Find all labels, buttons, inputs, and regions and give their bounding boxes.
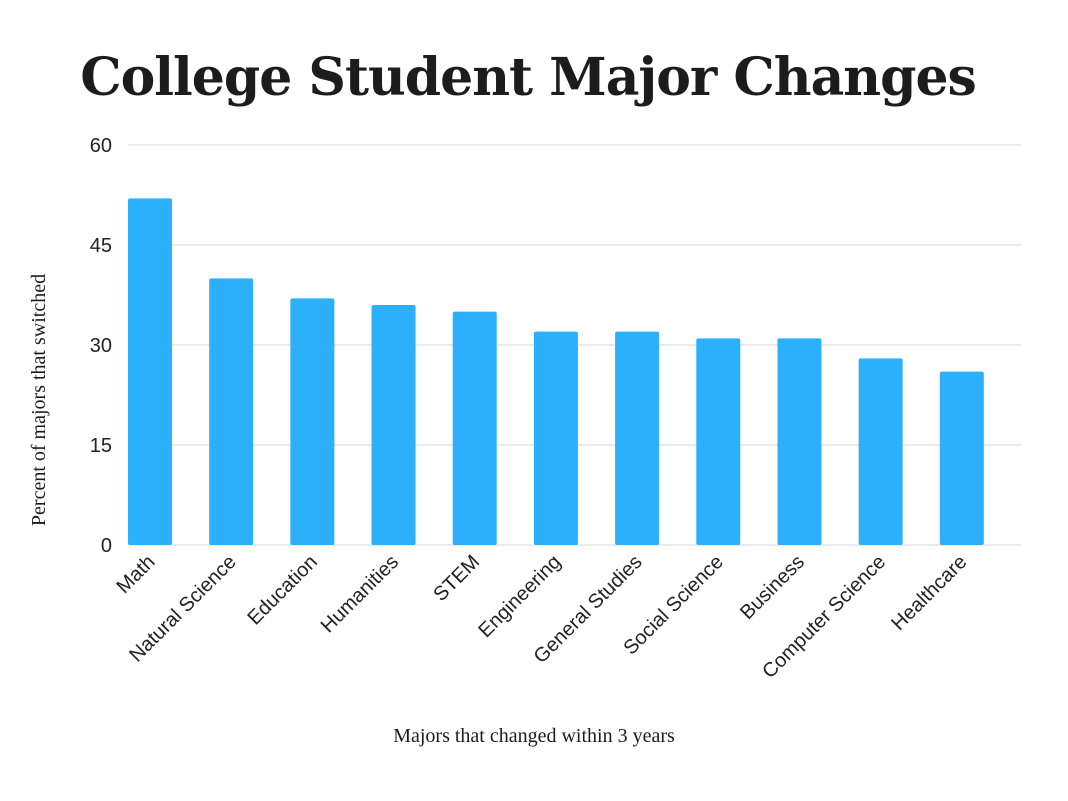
x-tick-label: Business — [736, 551, 809, 624]
bar-engineering — [533, 331, 578, 545]
bar-business — [777, 338, 822, 545]
bar-education — [290, 298, 335, 545]
bar-computer-science — [858, 358, 903, 545]
x-axis-label: Majors that changed within 3 years — [393, 725, 675, 747]
bar-math — [128, 198, 172, 546]
x-tick-label: Healthcare — [887, 551, 971, 635]
x-tick-label: STEM — [429, 551, 484, 606]
bar-stem — [452, 311, 497, 545]
y-tick-label: 15 — [90, 435, 112, 457]
x-tick-label: Engineering — [474, 551, 565, 642]
y-tick-label: 45 — [90, 235, 112, 257]
y-tick-label: 0 — [101, 535, 112, 557]
y-tick-label: 60 — [90, 135, 112, 157]
x-tick-label: Math — [113, 551, 160, 598]
y-tick-label: 30 — [90, 335, 112, 357]
y-axis-label: Percent of majors that switched — [28, 274, 50, 526]
bar-humanities — [371, 305, 416, 545]
x-tick-label: Education — [243, 551, 321, 629]
bar-social-science — [696, 338, 741, 545]
bars — [128, 198, 984, 546]
x-tick-label: Humanities — [317, 551, 403, 637]
y-axis-ticks: 0 15 30 45 60 — [90, 135, 112, 557]
bar-general-studies — [615, 331, 660, 545]
chart-title: College Student Major Changes — [80, 47, 976, 108]
bar-natural-science — [209, 278, 254, 545]
bar-healthcare — [939, 371, 984, 545]
